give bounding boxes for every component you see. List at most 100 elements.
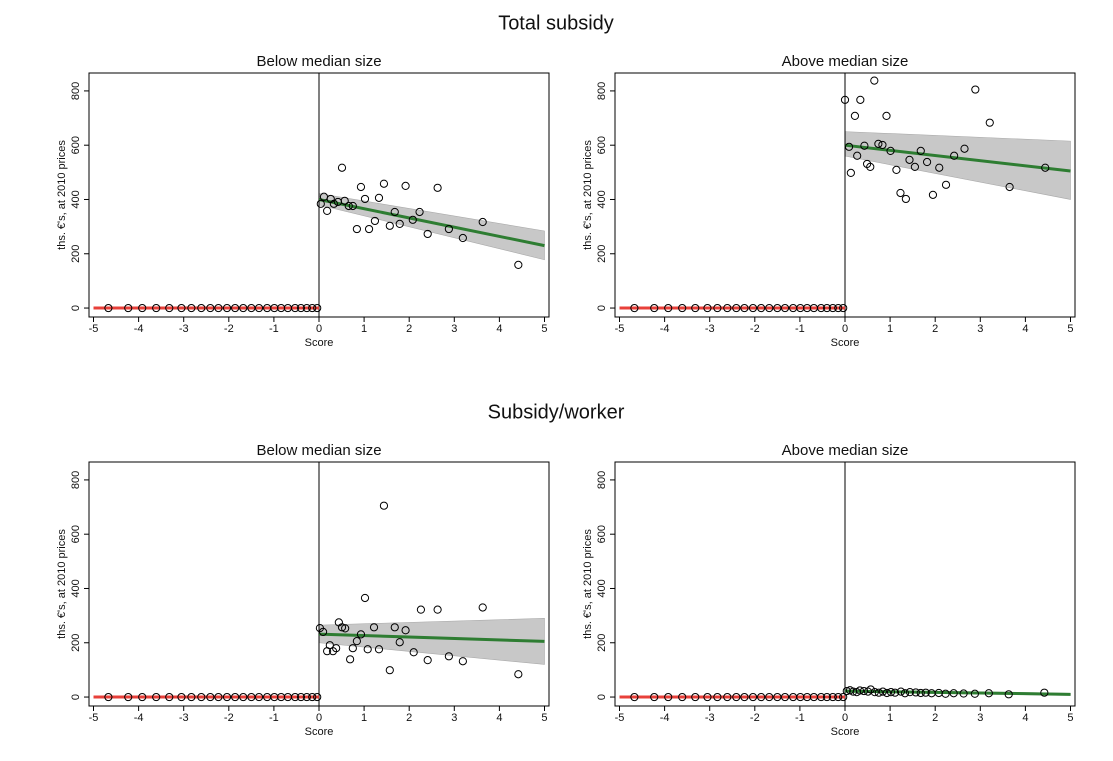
data-point [866, 162, 875, 172]
data-point [816, 692, 826, 702]
x-tick-label: 3 [451, 712, 457, 724]
data-point [187, 692, 196, 702]
data-point [177, 692, 186, 702]
x-tick-label: -5 [89, 712, 99, 724]
data-point [313, 692, 322, 702]
data-point [364, 224, 374, 234]
data-point [329, 199, 338, 208]
x-tick-label: -2 [750, 323, 760, 335]
data-point [985, 118, 994, 127]
data-point [828, 303, 837, 313]
x-tick-label: 0 [316, 712, 322, 724]
panel-title: Below median size [256, 53, 381, 70]
data-point [928, 190, 938, 199]
data-point [344, 201, 353, 211]
y-tick-label: 600 [596, 525, 608, 543]
x-axis-label: Score [305, 726, 334, 738]
data-point [478, 603, 487, 612]
y-tick-label: 400 [70, 190, 82, 208]
x-tick-label: -2 [750, 712, 760, 724]
data-point [369, 623, 379, 632]
data-point [691, 303, 700, 313]
data-point [853, 151, 862, 160]
x-tick-label: 3 [977, 323, 983, 335]
data-point [984, 689, 993, 698]
data-point [1004, 690, 1013, 699]
fit-line-right [844, 143, 1071, 173]
data-point [921, 688, 930, 697]
data-point [206, 303, 215, 313]
x-tick-label: 4 [496, 712, 502, 724]
data-point [846, 168, 855, 177]
x-tick-label: -1 [269, 323, 279, 335]
data-point [650, 692, 659, 702]
x-tick-label: 5 [541, 323, 547, 335]
data-point [630, 692, 639, 702]
data-point [941, 689, 950, 698]
x-tick-label: 4 [1022, 712, 1028, 724]
data-point [860, 141, 869, 150]
y-tick-label: 0 [596, 694, 608, 700]
data-point [678, 692, 687, 702]
x-tick-label: 1 [361, 712, 367, 724]
data-point [892, 165, 901, 174]
x-tick-label: -2 [224, 712, 234, 724]
data-point [231, 303, 240, 313]
x-axis-label: Score [831, 726, 860, 738]
data-point [910, 162, 920, 172]
data-point [390, 623, 399, 632]
data-point [905, 688, 915, 697]
data-point [415, 207, 424, 217]
data-point [780, 692, 790, 702]
x-tick-label: 3 [451, 323, 457, 335]
data-point [905, 155, 914, 164]
y-tick-label: 600 [70, 525, 82, 543]
data-point [332, 644, 341, 653]
data-point [395, 219, 404, 229]
plot-frame [88, 461, 550, 707]
x-tick-label: -4 [134, 712, 144, 724]
data-point [290, 692, 300, 702]
data-point [840, 95, 850, 104]
data-point [1040, 688, 1049, 697]
data-point [916, 688, 925, 698]
y-tick-label: 200 [70, 634, 82, 652]
data-point [379, 179, 389, 188]
x-tick-label: 0 [316, 323, 322, 335]
x-tick-label: -3 [705, 323, 715, 335]
data-point [630, 303, 639, 313]
data-point [308, 692, 317, 702]
x-tick-label: -3 [179, 712, 189, 724]
data-point [900, 689, 910, 698]
data-point [124, 692, 133, 702]
x-tick-label: 4 [496, 323, 502, 335]
data-point [949, 689, 958, 698]
data-point [152, 692, 161, 702]
data-point [308, 303, 317, 313]
data-point [313, 303, 322, 313]
data-point [678, 303, 687, 313]
data-point [941, 180, 951, 189]
x-tick-label: 2 [932, 712, 938, 724]
data-point [916, 146, 925, 155]
data-point [514, 670, 523, 679]
data-point [416, 605, 426, 614]
data-point [206, 692, 215, 702]
data-point [874, 688, 883, 697]
y-tick-label: 200 [70, 245, 82, 263]
data-point [723, 692, 732, 702]
data-point [959, 689, 968, 698]
data-point [409, 648, 418, 657]
data-point [713, 303, 722, 313]
data-point [165, 303, 174, 313]
data-point [214, 692, 223, 702]
panel-title: Below median size [256, 442, 381, 459]
data-point [650, 303, 659, 313]
data-point [822, 303, 832, 313]
x-tick-label: -5 [89, 323, 99, 335]
data-point [352, 637, 361, 646]
data-point [254, 303, 264, 313]
y-tick-label: 400 [70, 579, 82, 597]
y-tick-label: 400 [596, 579, 608, 597]
data-point [691, 692, 700, 702]
